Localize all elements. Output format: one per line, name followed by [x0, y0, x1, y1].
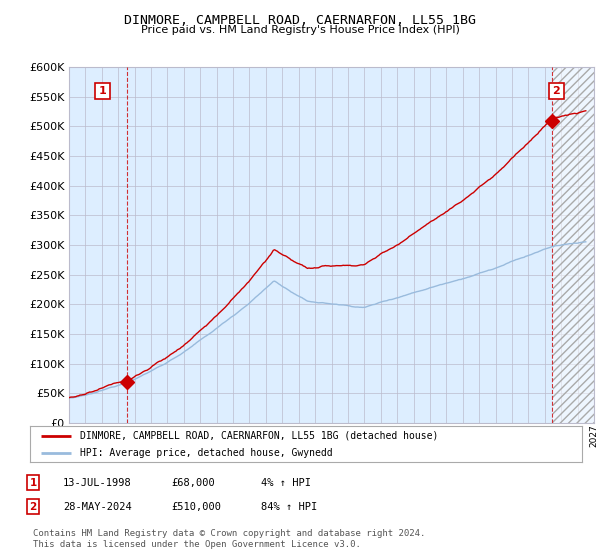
Text: 1: 1 — [29, 478, 37, 488]
Text: DINMORE, CAMPBELL ROAD, CAERNARFON, LL55 1BG: DINMORE, CAMPBELL ROAD, CAERNARFON, LL55… — [124, 14, 476, 27]
Text: £68,000: £68,000 — [171, 478, 215, 488]
Text: 13-JUL-1998: 13-JUL-1998 — [63, 478, 132, 488]
Text: HPI: Average price, detached house, Gwynedd: HPI: Average price, detached house, Gwyn… — [80, 448, 332, 458]
Text: 4% ↑ HPI: 4% ↑ HPI — [261, 478, 311, 488]
Text: 2: 2 — [29, 502, 37, 512]
Bar — [553, 67, 594, 423]
Text: Price paid vs. HM Land Registry's House Price Index (HPI): Price paid vs. HM Land Registry's House … — [140, 25, 460, 35]
Text: 2: 2 — [553, 86, 560, 96]
Text: 84% ↑ HPI: 84% ↑ HPI — [261, 502, 317, 512]
Text: 1: 1 — [98, 86, 106, 96]
Text: Contains HM Land Registry data © Crown copyright and database right 2024.
This d: Contains HM Land Registry data © Crown c… — [33, 529, 425, 549]
Bar — [553, 67, 594, 423]
Text: DINMORE, CAMPBELL ROAD, CAERNARFON, LL55 1BG (detached house): DINMORE, CAMPBELL ROAD, CAERNARFON, LL55… — [80, 431, 438, 441]
Text: 28-MAY-2024: 28-MAY-2024 — [63, 502, 132, 512]
Text: £510,000: £510,000 — [171, 502, 221, 512]
